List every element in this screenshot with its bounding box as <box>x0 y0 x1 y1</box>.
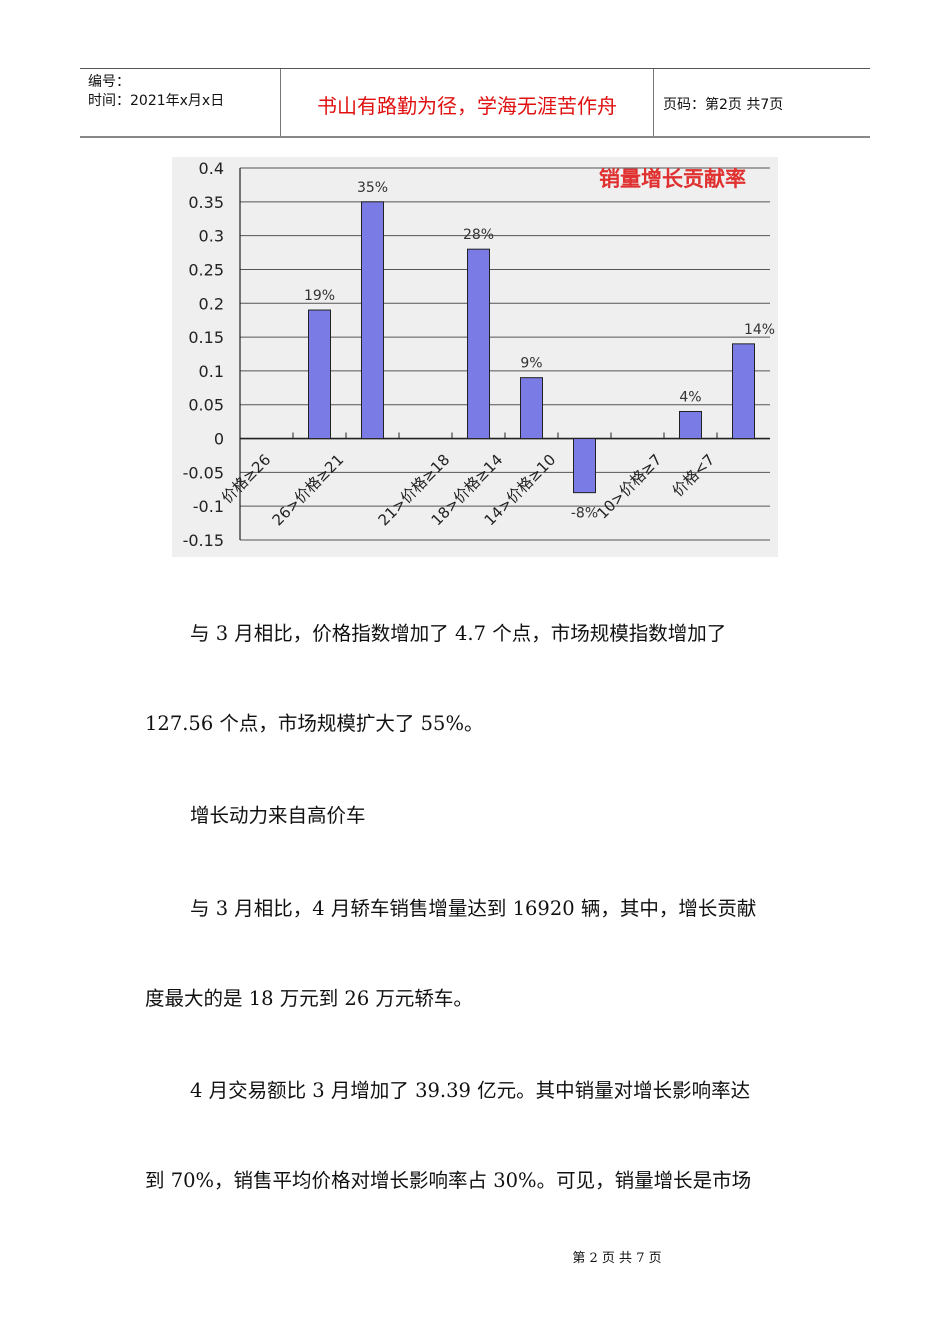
data-label: 19% <box>304 288 335 304</box>
y-tick-label: -0.05 <box>183 463 224 482</box>
paragraph-line: 4 月交易额比 3 月增加了 39.39 亿元。其中销量对增长影响率达 <box>190 1079 751 1102</box>
y-tick-label: 0.2 <box>199 294 224 313</box>
bar <box>361 201 384 440</box>
bar <box>467 248 490 440</box>
y-tick-label: -0.1 <box>193 497 224 516</box>
bar <box>308 309 331 440</box>
y-tick-label: 0.35 <box>188 193 224 212</box>
y-tick-label: 0.4 <box>199 159 224 178</box>
data-label: 28% <box>463 227 494 243</box>
y-tick-label: 0 <box>214 430 224 449</box>
page-footer: 第 2 页 共 7 页 <box>572 1251 662 1266</box>
bar <box>732 343 755 440</box>
data-label: -8% <box>571 506 598 522</box>
paragraph-line: 与 3 月相比，价格指数增加了 4.7 个点，市场规模指数增加了 <box>190 622 727 645</box>
y-tick-label: 0.25 <box>188 260 224 279</box>
doc-date-label: 时间：2021年x月x日 <box>88 93 225 109</box>
data-label: 14% <box>744 322 775 338</box>
y-tick-label: -0.15 <box>183 531 224 550</box>
bar <box>573 438 596 494</box>
paragraph-line: 与 3 月相比，4 月轿车销售增量达到 16920 辆，其中，增长贡献 <box>190 897 757 920</box>
y-tick-label: 0.05 <box>188 396 224 415</box>
y-tick-label: 0.3 <box>199 227 224 246</box>
bar <box>679 410 702 440</box>
data-label: 35% <box>357 180 388 196</box>
section-heading: 增长动力来自高价车 <box>190 804 366 827</box>
data-label: 4% <box>679 389 701 405</box>
header-page-number: 页码：第2页 共7页 <box>663 96 784 113</box>
paragraph-line: 到 70%，销售平均价格对增长影响率占 30%。可见，销量增长是市场 <box>145 1169 752 1192</box>
sales-growth-contribution-chart: 0.4 0.35 0.3 0.25 0.2 0.15 0.1 0.05 0 -0.05 -0.1 -0… <box>172 157 778 557</box>
y-tick-label: 0.1 <box>199 362 224 381</box>
paragraph-line: 127.56 个点，市场规模扩大了 55%。 <box>145 712 484 735</box>
data-label: 9% <box>520 356 542 372</box>
header-meta: 编号： 时间：2021年x月x日 <box>80 69 281 136</box>
chart-title: 销量增长贡献率 <box>599 167 746 191</box>
doc-number-label: 编号： <box>88 74 130 90</box>
bar <box>520 377 543 440</box>
page-header: 编号： 时间：2021年x月x日 书山有路勤为径，学海无涯苦作舟 页码：第2页 … <box>80 68 870 138</box>
header-motto: 书山有路勤为径，学海无涯苦作舟 <box>281 69 654 136</box>
y-tick-label: 0.15 <box>188 328 224 347</box>
paragraph-line: 度最大的是 18 万元到 26 万元轿车。 <box>145 987 473 1010</box>
